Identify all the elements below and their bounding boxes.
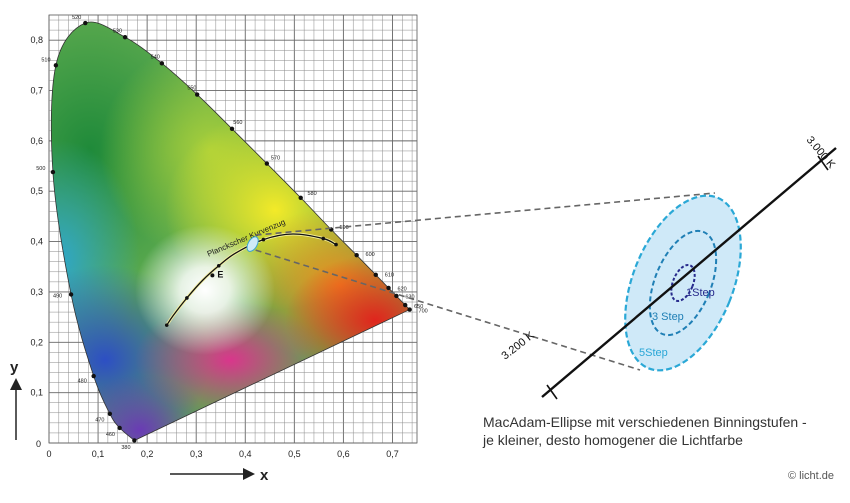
caption-line-1: MacAdam-Ellipse mit verschiedenen Binnin… <box>483 414 807 430</box>
isotherm-line <box>541 147 837 398</box>
wavelength-label: 610 <box>385 273 394 279</box>
y-tick-label: 0,3 <box>30 287 43 297</box>
ellipse-3-step-label: 3 Step <box>652 311 684 323</box>
wavelength-label: 380 <box>121 445 130 451</box>
wavelength-label: 560 <box>233 120 242 126</box>
wavelength-label: 620 <box>398 286 407 292</box>
planck-point <box>334 242 338 247</box>
wavelength-point <box>132 438 137 443</box>
wavelength-point <box>229 126 235 131</box>
y-tick-label: 0,1 <box>30 388 43 398</box>
x-tick-label: 0,2 <box>141 449 154 459</box>
y-tick-label: 0,8 <box>30 35 43 45</box>
white-point-label: E <box>217 269 223 279</box>
wavelength-point <box>354 252 359 258</box>
wavelength-point <box>264 161 270 166</box>
wavelength-label: 520 <box>72 15 81 21</box>
wavelength-point <box>373 272 378 278</box>
wavelength-point <box>159 61 165 66</box>
y-axis-label: y <box>10 359 19 376</box>
wavelength-point <box>403 302 408 308</box>
y-tick-label: 0,4 <box>30 237 43 247</box>
wavelength-point <box>117 425 122 431</box>
zoom-guide-top <box>255 192 716 236</box>
figure-caption: MacAdam-Ellipse mit verschiedenen Binnin… <box>483 413 807 449</box>
planck-curve <box>166 233 337 326</box>
wavelength-point <box>53 63 59 68</box>
wavelength-label: 570 <box>271 155 280 161</box>
wavelength-point <box>298 195 303 200</box>
wavelength-point <box>68 292 74 297</box>
x-tick-label: 0,1 <box>92 449 105 459</box>
zoom-guide-bottom <box>255 249 641 371</box>
x-tick-label: 0,7 <box>386 449 399 459</box>
wavelength-point <box>91 373 96 379</box>
wavelength-label: 470 <box>95 417 104 423</box>
ellipse-3-step <box>648 229 718 337</box>
x-tick-label: 0,5 <box>288 449 301 459</box>
ellipse-5-step <box>624 194 742 372</box>
y-tick-label: 0,7 <box>30 86 43 96</box>
cct-label-3000: 3.000 K <box>804 134 838 171</box>
wavelength-label: 500 <box>36 166 45 172</box>
wavelength-label: 530 <box>113 29 122 35</box>
ellipse-1-step-label: 1Step <box>686 287 715 299</box>
x-tick-label: 0,6 <box>337 449 350 459</box>
spectral-locus-points: 380 460 470 480 490 500 510 520 530 540 550 560 570 5… <box>36 15 427 451</box>
wavelength-point <box>107 411 113 416</box>
wavelength-label: 600 <box>366 252 375 258</box>
wavelength-label: 510 <box>41 58 50 64</box>
planck-point <box>261 237 266 242</box>
ellipse-5-step-label: 5Step <box>639 347 668 359</box>
macadam-ellipse-marker <box>246 236 259 252</box>
planck-point <box>321 236 326 241</box>
y-tick-label: 0,5 <box>30 186 43 196</box>
wavelength-label: 550 <box>187 86 196 92</box>
white-point <box>210 273 215 278</box>
x-axis-label: x <box>260 467 269 484</box>
wavelength-label: 540 <box>151 55 160 61</box>
x-tick-label: 0,3 <box>190 449 203 459</box>
wavelength-label: 490 <box>53 293 62 299</box>
wavelength-label: 590 <box>340 225 349 231</box>
ellipse-1-step <box>670 263 696 303</box>
caption-line-2: je kleiner, desto homogener die Lichtfar… <box>483 432 743 448</box>
planck-point <box>216 263 221 268</box>
planck-point <box>185 296 189 300</box>
wavelength-label: 460 <box>106 432 115 438</box>
wavelength-point <box>83 20 88 26</box>
wavelength-label: 650 <box>414 304 423 310</box>
wavelength-point <box>386 285 391 291</box>
wavelength-label: 700 <box>419 309 428 315</box>
wavelength-point <box>122 34 128 40</box>
chart-axes: 0 0,1 0,2 0,3 0,4 0,5 0,6 0,7 0,1 0,2 0,3 0,4 0,5 0,6… <box>10 35 399 484</box>
planck-point <box>164 323 169 327</box>
wavelength-point <box>407 307 412 312</box>
y-tick-label: 0,2 <box>30 337 43 347</box>
credit-text: © licht.de <box>788 470 835 482</box>
isotherm-tick-3000 <box>817 155 829 171</box>
y-tick-label: 0 <box>36 439 41 449</box>
isotherm-tick-3200 <box>546 384 558 400</box>
wavelength-point <box>50 169 56 175</box>
wavelength-point <box>394 293 399 299</box>
wavelength-point <box>194 92 200 97</box>
x-tick-label: 0 <box>46 449 51 459</box>
wavelength-label: 580 <box>307 191 316 197</box>
cct-label-3200: 3.200 K <box>499 329 537 362</box>
y-tick-label: 0,6 <box>30 136 43 146</box>
wavelength-label: 480 <box>78 379 87 385</box>
x-tick-label: 0,4 <box>239 449 252 459</box>
